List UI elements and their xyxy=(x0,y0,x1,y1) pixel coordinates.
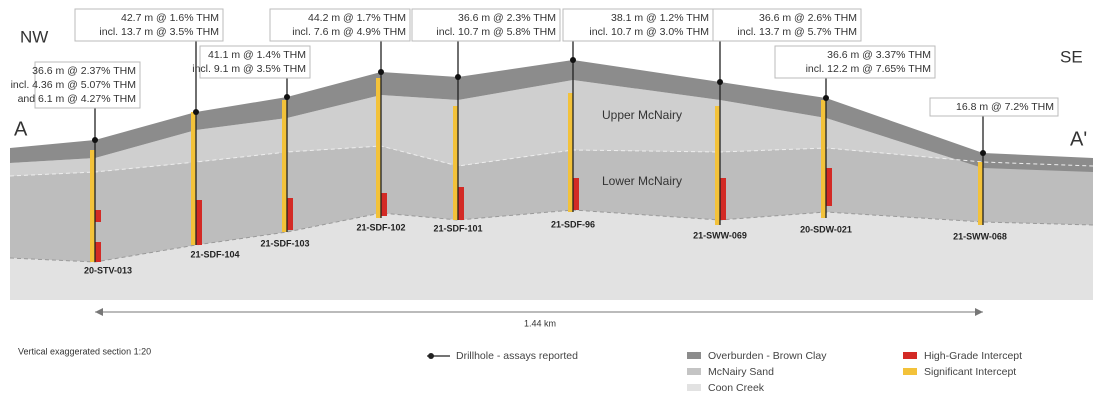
legend-swatch xyxy=(687,384,701,391)
high-grade-intercept xyxy=(287,198,293,230)
intercept-label: 36.6 m @ 2.3% THM xyxy=(458,12,556,24)
intercept-label: 42.7 m @ 1.6% THM xyxy=(121,12,219,24)
intercept-label: 36.6 m @ 3.37% THM xyxy=(827,49,931,61)
drillhole-name: 20-SDW-021 xyxy=(800,224,852,234)
drillhole-collar xyxy=(570,57,576,63)
high-grade-intercept xyxy=(826,168,832,206)
legend-swatch xyxy=(687,352,701,359)
high-grade-intercept xyxy=(196,200,202,245)
geology xyxy=(10,60,1093,300)
drillhole-name: 20-STV-013 xyxy=(84,265,132,275)
drillhole-name: 21-SDF-104 xyxy=(190,249,239,259)
intercept-label: incl. 10.7 m @ 3.0% THM xyxy=(589,26,709,38)
note: Vertical exaggerated section 1:20 xyxy=(18,346,151,356)
significant-intercept xyxy=(568,93,573,212)
drillhole-collar xyxy=(717,79,723,85)
high-grade-intercept xyxy=(720,178,726,220)
legend-label: Coon Creek xyxy=(708,382,765,394)
legend-label: Overburden - Brown Clay xyxy=(708,350,827,362)
direction-right: SE xyxy=(1060,47,1083,66)
drillhole-collar xyxy=(284,94,290,100)
legend-swatch xyxy=(687,368,701,375)
intercept-label: 36.6 m @ 2.37% THM xyxy=(32,65,136,77)
high-grade-intercept xyxy=(381,193,387,216)
intercept-label: incl. 4.36 m @ 5.07% THM xyxy=(11,79,136,91)
drillhole-name: 21-SDF-103 xyxy=(260,238,309,248)
scale-label: 1.44 km xyxy=(524,318,556,328)
high-grade-intercept xyxy=(573,178,579,210)
high-grade-intercept xyxy=(458,187,464,220)
legend-label: Significant Intercept xyxy=(924,366,1016,378)
cross-section: NW SE A A' Upper McNairy Lower McNairy 1… xyxy=(0,0,1093,398)
drillhole-collar xyxy=(455,74,461,80)
legend-label: High-Grade Intercept xyxy=(924,350,1022,362)
significant-intercept xyxy=(191,112,196,245)
significant-intercept xyxy=(453,106,458,220)
legend-label: McNairy Sand xyxy=(708,366,774,378)
drillhole-collar xyxy=(193,109,199,115)
significant-intercept xyxy=(282,100,287,232)
intercept-label: 36.6 m @ 2.6% THM xyxy=(759,12,857,24)
intercept-label: incl. 13.7 m @ 5.7% THM xyxy=(737,26,857,38)
section-end: A' xyxy=(1070,128,1087,150)
intercept-label: 16.8 m @ 7.2% THM xyxy=(956,101,1054,113)
drillhole-name: 21-SDF-101 xyxy=(433,223,482,233)
drillhole-collar xyxy=(980,150,986,156)
drillhole-name: 21-SDF-102 xyxy=(356,222,405,232)
significant-intercept xyxy=(376,78,381,218)
direction-left: NW xyxy=(20,27,48,46)
drillhole-name: 21-SDF-96 xyxy=(551,219,595,229)
intercept-label: and 6.1 m @ 4.27% THM xyxy=(18,93,136,105)
high-grade-intercept xyxy=(95,210,101,222)
legend: Drillhole - assays reported Overburden -… xyxy=(427,350,1022,394)
intercept-label: incl. 12.2 m @ 7.65% THM xyxy=(806,63,931,75)
intercept-label: incl. 13.7 m @ 3.5% THM xyxy=(99,26,219,38)
intercept-label: incl. 9.1 m @ 3.5% THM xyxy=(192,63,306,75)
drillhole-collar xyxy=(823,95,829,101)
intercept-label: 41.1 m @ 1.4% THM xyxy=(208,49,306,61)
significant-intercept xyxy=(90,150,95,262)
significant-intercept xyxy=(978,162,983,225)
layer-label: Upper McNairy xyxy=(602,108,682,122)
drillhole-collar xyxy=(92,137,98,143)
intercept-label: incl. 7.6 m @ 4.9% THM xyxy=(292,26,406,38)
intercept-label: 38.1 m @ 1.2% THM xyxy=(611,12,709,24)
drillhole-name: 21-SWW-069 xyxy=(693,230,747,240)
intercept-label: incl. 10.7 m @ 5.8% THM xyxy=(436,26,556,38)
legend-label: Drillhole - assays reported xyxy=(456,350,578,362)
layer-label: Lower McNairy xyxy=(602,174,682,188)
drillhole-name: 21-SWW-068 xyxy=(953,231,1007,241)
legend-dot xyxy=(428,353,434,359)
intercept-label: 44.2 m @ 1.7% THM xyxy=(308,12,406,24)
significant-intercept xyxy=(821,100,826,218)
section-start: A xyxy=(14,118,28,140)
significant-intercept xyxy=(715,106,720,225)
legend-swatch xyxy=(903,368,917,375)
high-grade-intercept xyxy=(95,242,101,262)
legend-swatch xyxy=(903,352,917,359)
drillhole-collar xyxy=(378,69,384,75)
